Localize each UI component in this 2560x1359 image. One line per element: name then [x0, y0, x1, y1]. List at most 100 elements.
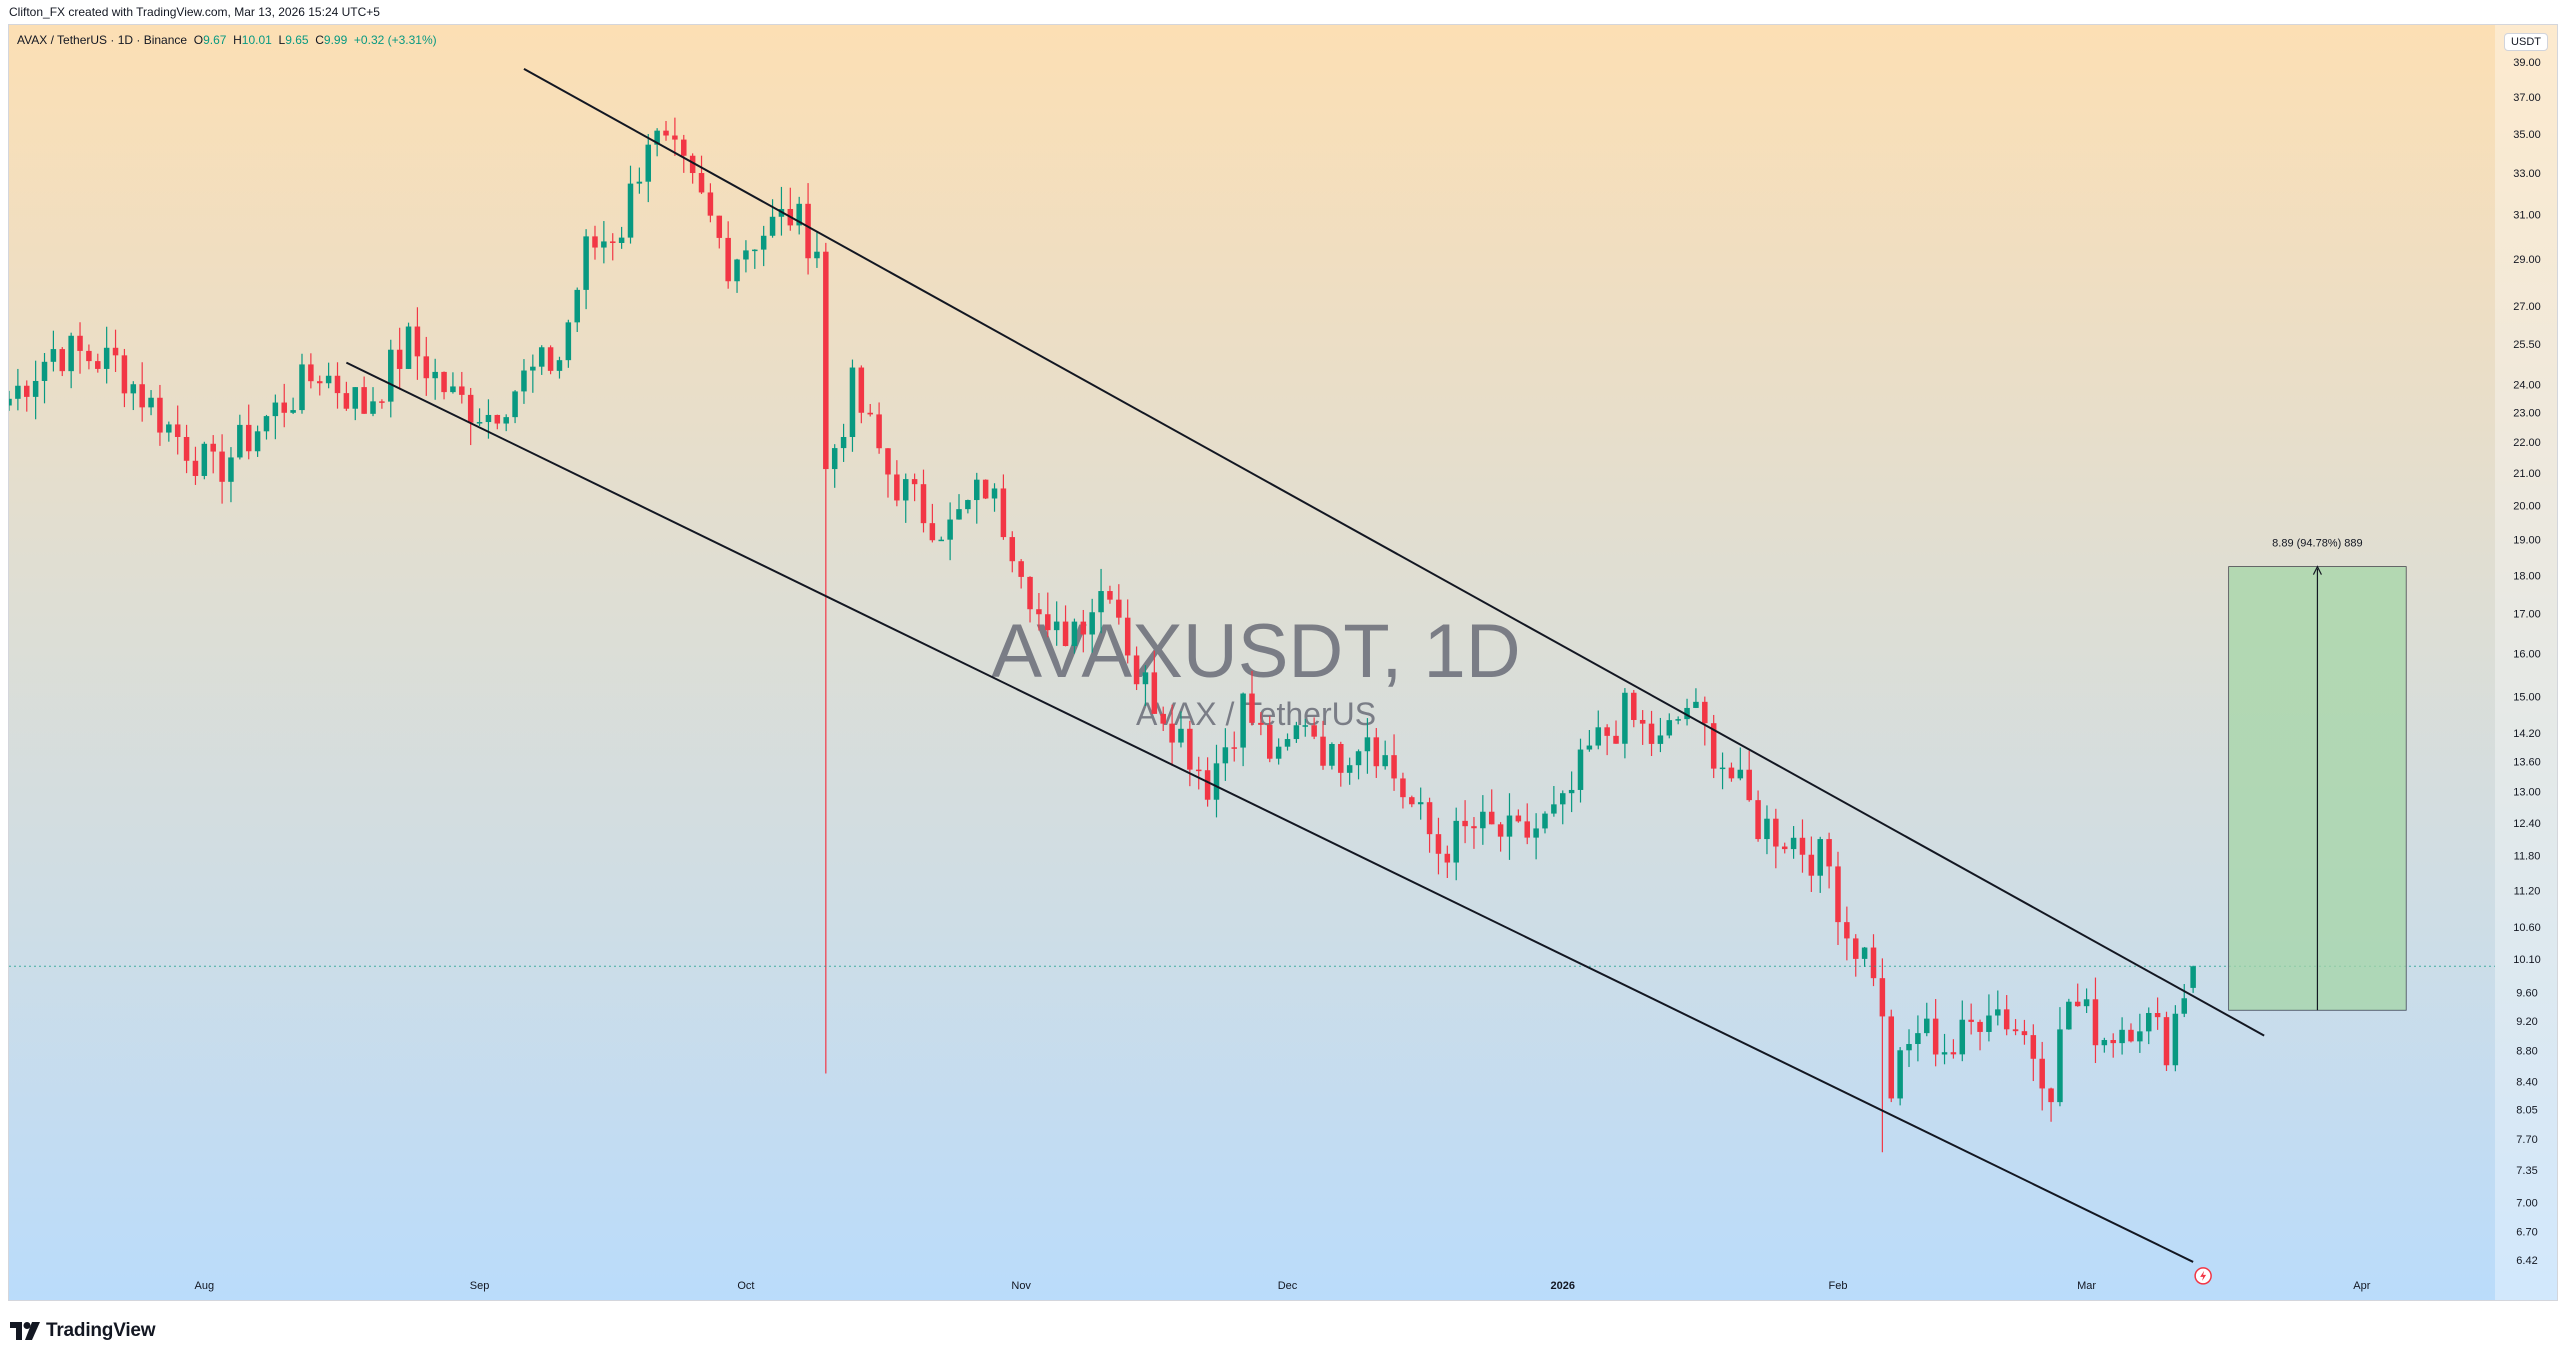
candle-body [645, 144, 652, 182]
candle-body [991, 488, 998, 499]
candle-body [1568, 789, 1575, 794]
candle-body [1435, 834, 1442, 854]
candle-body [538, 347, 545, 367]
symbol-legend[interactable]: AVAX / TetherUS · 1D · Binance O9.67 H10… [17, 33, 437, 47]
candle-body [530, 366, 536, 371]
candle-body [2021, 1031, 2028, 1036]
candle-body [1702, 701, 1708, 724]
candle-body [2083, 999, 2090, 1007]
candle-body [1267, 724, 1273, 759]
price-tick-label: 12.40 [2513, 818, 2541, 830]
price-tick-label: 9.60 [2516, 988, 2537, 1000]
time-tick-label: Oct [737, 1280, 754, 1292]
candle-body [894, 474, 900, 501]
price-tick-label: 8.05 [2516, 1105, 2537, 1117]
candle-body [1586, 745, 1593, 750]
price-axis-panel [2495, 25, 2557, 1300]
time-axis[interactable]: Aug Sep Oct Nov Dec 2026 Feb Mar Apr [195, 1280, 2371, 1292]
candle-body [219, 451, 225, 482]
candle-body [432, 371, 438, 379]
candle-body [1311, 725, 1317, 737]
candle-body [1595, 727, 1602, 746]
candle-body [965, 500, 971, 510]
candle-body [1542, 813, 1548, 829]
candle-body [1613, 735, 1619, 744]
price-tick-label: 21.00 [2513, 468, 2541, 480]
price-tick-label: 10.60 [2513, 922, 2541, 934]
candle-body [1728, 767, 1735, 779]
candle-body [796, 203, 802, 226]
candle-body [272, 402, 279, 417]
candle-body [1187, 728, 1193, 770]
candle-body [1799, 837, 1806, 855]
high-value: 10.01 [241, 33, 272, 47]
candle-body [174, 424, 181, 437]
author-credit: Clifton_FX created with TradingView.com,… [9, 5, 380, 19]
price-tick-label: 13.60 [2513, 756, 2541, 768]
candle-body [769, 216, 776, 236]
time-tick-label: Feb [1829, 1280, 1848, 1292]
candle-body [1355, 751, 1362, 766]
candle-body [476, 422, 483, 424]
candle-body [1240, 693, 1246, 748]
candle-body [32, 380, 39, 397]
candle-body [654, 130, 660, 145]
candle-body [1009, 537, 1016, 562]
candle-body [459, 386, 465, 395]
projection-arrow-head [2312, 565, 2322, 575]
candle-body [1409, 797, 1415, 805]
price-tick-label: 11.80 [2514, 851, 2541, 863]
candle-body [2048, 1088, 2054, 1103]
price-tick-label: 24.00 [2513, 379, 2541, 391]
price-tick-label: 6.42 [2516, 1255, 2537, 1267]
candle-body [1045, 614, 1051, 631]
candle-body [592, 236, 598, 248]
price-tick-label: 39.00 [2513, 57, 2541, 69]
candle-body [2181, 998, 2188, 1014]
candle-body [929, 523, 936, 541]
candle-body [1977, 1021, 1983, 1032]
candle-body [1870, 947, 1877, 979]
price-axis[interactable]: 39.00 37.00 35.00 33.00 31.00 29.00 27.00 25.50… [2513, 57, 2541, 1267]
candle-body [1506, 815, 1513, 837]
chart-frame[interactable]: AVAXUSDT, 1D AVAX / TetherUS 8.89 (94.78… [8, 24, 2558, 1301]
price-chart[interactable]: AVAXUSDT, 1D AVAX / TetherUS 8.89 (94.78… [9, 25, 2558, 1301]
candle-body [1471, 826, 1477, 829]
price-tick-label: 23.00 [2513, 408, 2541, 420]
symbol-description[interactable]: AVAX / TetherUS · 1D · Binance [17, 33, 188, 47]
candle-body [1133, 655, 1140, 685]
candle-body [1693, 701, 1699, 708]
candle-body [148, 397, 154, 408]
tradingview-logo[interactable]: TradingView [10, 1318, 156, 1344]
candle-body [1764, 818, 1770, 840]
candle-body [361, 387, 367, 414]
candle-body [849, 367, 856, 438]
candle-body [974, 479, 980, 501]
low-value: 9.65 [285, 33, 309, 47]
candle-body [1462, 820, 1468, 827]
candle-body [2145, 1013, 2152, 1032]
candle-body [228, 457, 234, 482]
price-tick-label: 14.20 [2513, 728, 2541, 740]
candle-body [24, 385, 30, 397]
high-label: H [233, 33, 242, 47]
currency-badge[interactable]: USDT [2504, 33, 2548, 51]
candle-body [1258, 722, 1264, 725]
price-tick-label: 10.10 [2513, 954, 2541, 966]
candle-body [414, 326, 421, 357]
candle-body [876, 414, 882, 449]
candle-body [1275, 746, 1282, 759]
candle-body [583, 236, 589, 290]
candle-body [1666, 720, 1673, 736]
candle-body [2190, 966, 2196, 988]
price-tick-label: 20.00 [2513, 500, 2541, 512]
price-tick-label: 17.00 [2513, 608, 2541, 620]
candle-body [2154, 1013, 2161, 1018]
candle-body [2066, 1001, 2072, 1030]
candle-body [2128, 1029, 2134, 1042]
candle-body [112, 347, 119, 356]
candle-body [1249, 693, 1255, 723]
candle-body [1915, 1033, 1921, 1045]
candle-body [1480, 811, 1486, 829]
price-tick-label: 15.00 [2513, 691, 2541, 703]
